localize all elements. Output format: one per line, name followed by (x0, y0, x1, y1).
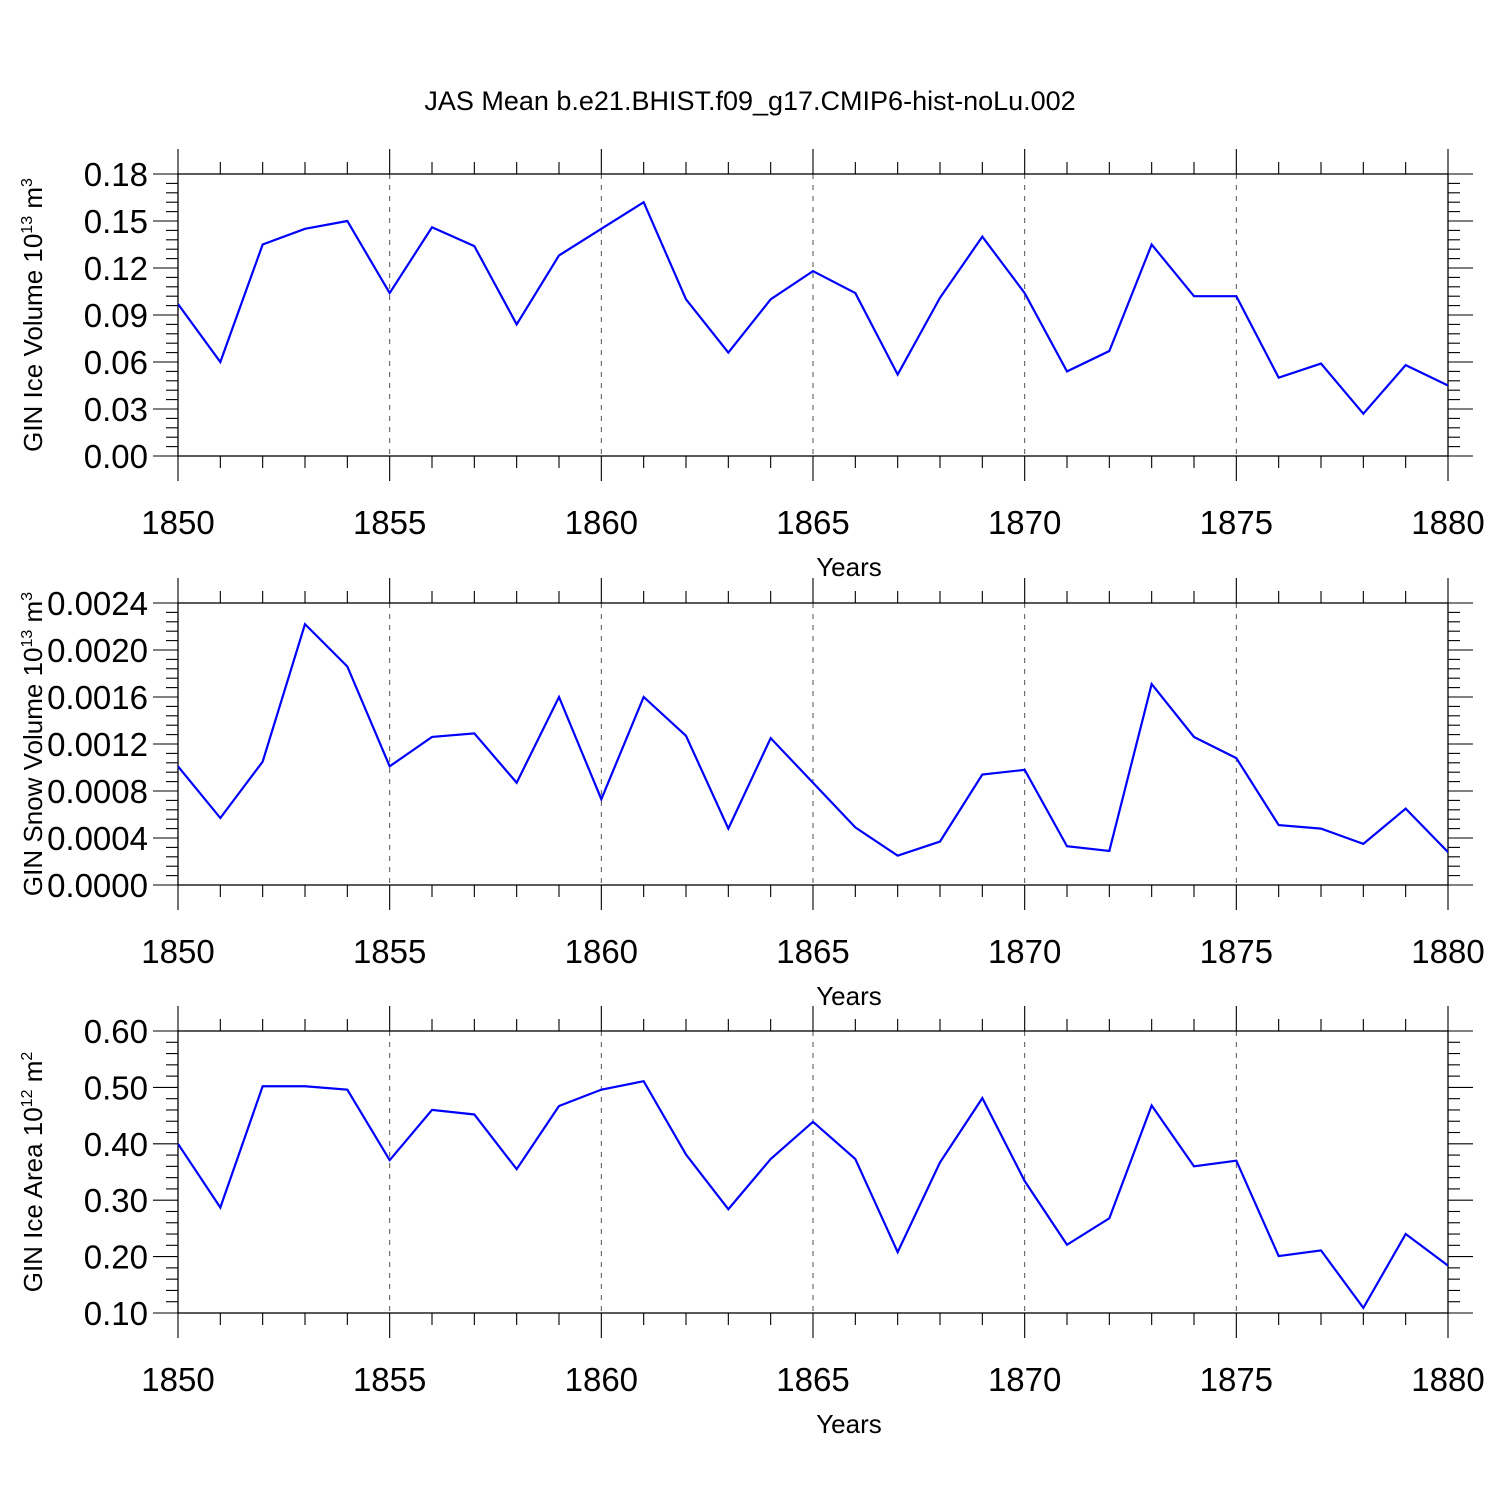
x-tick-label: 1860 (565, 504, 638, 541)
x-tick-label: 1880 (1411, 504, 1484, 541)
plot-frame (177, 173, 1449, 457)
x-axis-label: Years (816, 981, 882, 1011)
panel-1: 0.00 0.03 0.06 0.09 0.12 0.15 0.18 1850 1855 1860… (18, 149, 1485, 582)
panels: 0.00 0.03 0.06 0.09 0.12 0.15 0.18 1850 1855 1860… (18, 149, 1485, 1439)
y-tick-label: 0.09 (84, 297, 148, 334)
series-line (178, 1079, 1448, 1310)
y-tick-label: 0.0016 (47, 679, 148, 716)
y-tick-label: 0.18 (84, 156, 148, 193)
y-tick-label: 0.0008 (47, 773, 148, 810)
x-tick-label: 1860 (565, 933, 638, 970)
y-tick-label: 0.0004 (47, 820, 148, 857)
x-tick-label: 1865 (776, 504, 849, 541)
figure-title: JAS Mean b.e21.BHIST.f09_g17.CMIP6-hist-… (424, 86, 1075, 116)
x-tick-label: 1870 (988, 1361, 1061, 1398)
x-tick-label: 1860 (565, 1361, 638, 1398)
panel-2: 0.0000 0.0004 0.0008 0.0012 0.0016 0.0020 0.00… (18, 578, 1485, 1011)
series-line (178, 622, 1448, 857)
y-tick-label: 0.0024 (47, 585, 148, 622)
y-tick-label: 0.0012 (47, 726, 148, 763)
panel-3: 0.10 0.20 0.30 0.40 0.50 0.60 1850 1855 1860 1865… (18, 1006, 1485, 1439)
x-tick-label: 1870 (988, 933, 1061, 970)
x-tick-label: 1880 (1411, 1361, 1484, 1398)
x-tick-label: 1855 (353, 933, 426, 970)
x-tick-label: 1855 (353, 504, 426, 541)
y-tick-label: 0.15 (84, 203, 148, 240)
x-tick-label: 1875 (1200, 504, 1273, 541)
plot-frame (177, 1030, 1449, 1314)
x-tick-label: 1855 (353, 1361, 426, 1398)
x-tick-label: 1875 (1200, 933, 1273, 970)
y-tick-label: 0.06 (84, 344, 148, 381)
y-tick-label: 0.60 (84, 1013, 148, 1050)
plot-frame (177, 602, 1449, 886)
y-tick-label: 0.20 (84, 1239, 148, 1276)
y-axis-label: GIN Snow Volume 1013 m3 (18, 592, 48, 896)
x-tick-label: 1865 (776, 933, 849, 970)
y-axis-label: GIN Ice Volume 1013 m3 (18, 178, 48, 452)
x-tick-label: 1865 (776, 1361, 849, 1398)
y-tick-label: 0.0000 (47, 867, 148, 904)
x-tick-label: 1880 (1411, 933, 1484, 970)
y-tick-label: 0.10 (84, 1295, 148, 1332)
x-axis-label: Years (816, 1409, 882, 1439)
x-tick-label: 1875 (1200, 1361, 1273, 1398)
y-tick-label: 0.12 (84, 250, 148, 287)
y-axis-label: GIN Ice Area 1012 m2 (18, 1052, 48, 1293)
x-axis-label: Years (816, 552, 882, 582)
y-tick-label: 0.00 (84, 438, 148, 475)
x-tick-label: 1850 (141, 933, 214, 970)
x-tick-label: 1870 (988, 504, 1061, 541)
x-tick-label: 1850 (141, 1361, 214, 1398)
y-tick-label: 0.0020 (47, 632, 148, 669)
x-tick-label: 1850 (141, 504, 214, 541)
series-line (178, 200, 1448, 416)
y-tick-label: 0.03 (84, 391, 148, 428)
y-tick-label: 0.30 (84, 1182, 148, 1219)
y-tick-label: 0.50 (84, 1069, 148, 1106)
y-tick-label: 0.40 (84, 1126, 148, 1163)
